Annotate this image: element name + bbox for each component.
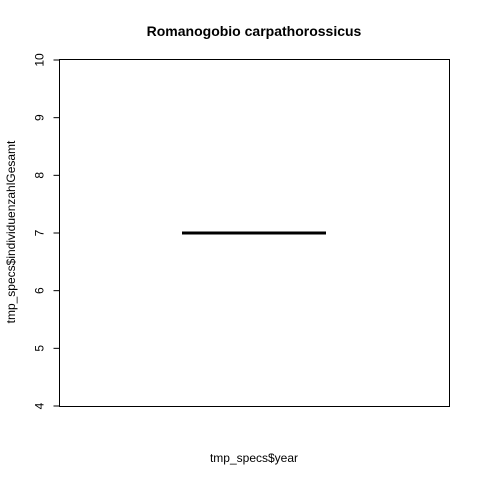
x-axis-label: tmp_specs$year — [210, 451, 298, 465]
y-tick-label: 4 — [33, 402, 47, 409]
y-tick-label: 5 — [33, 345, 47, 352]
y-tick-label: 8 — [33, 172, 47, 179]
y-tick-label: 9 — [33, 114, 47, 121]
chart-title: Romanogobio carpathorossicus — [147, 23, 362, 39]
y-tick-label: 10 — [33, 53, 47, 67]
y-axis-label: tmp_specs$individuenzahlGesamt — [4, 140, 18, 323]
y-tick-label: 7 — [33, 229, 47, 236]
y-axis: 4 5 6 7 8 9 10 — [33, 53, 60, 409]
y-tick-label: 6 — [33, 287, 47, 294]
